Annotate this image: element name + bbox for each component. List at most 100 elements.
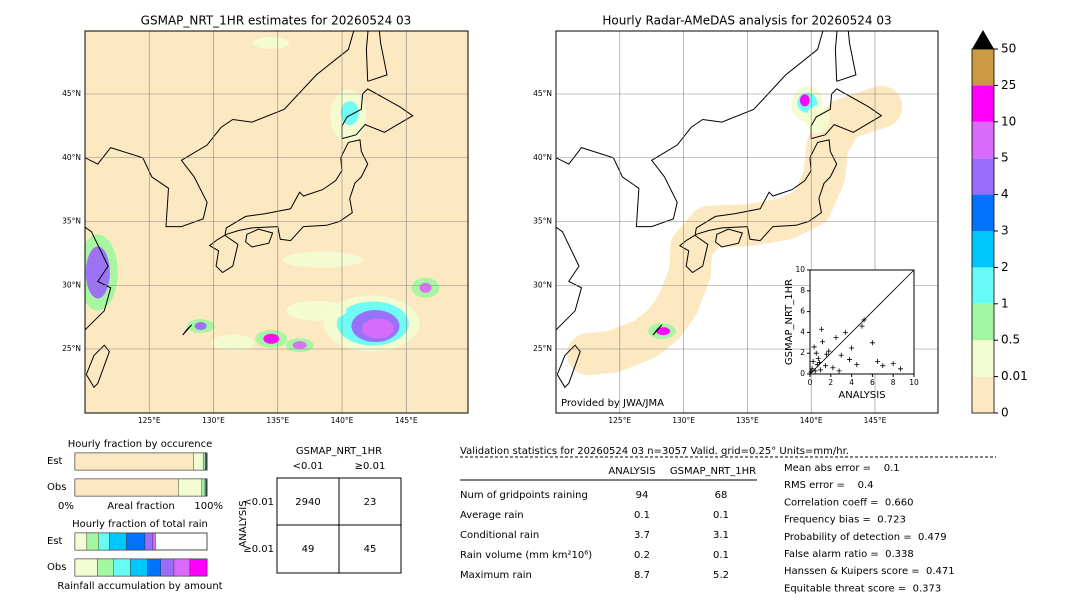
colorbar-label: 4 <box>1001 187 1009 201</box>
rain-area <box>805 105 830 134</box>
col-label: GSMAP_NRT_1HR <box>670 466 756 477</box>
lon-label: 135°E <box>736 416 759 425</box>
rain-area <box>419 282 432 293</box>
point <box>833 335 839 341</box>
lon-label: 125°E <box>608 416 631 425</box>
point <box>819 339 825 345</box>
row-label: <0.01 <box>243 497 274 508</box>
point <box>836 368 842 374</box>
coastline <box>341 88 414 140</box>
point <box>849 345 855 351</box>
table-title: GSMAP_NRT_1HR <box>296 446 382 457</box>
point <box>817 367 823 373</box>
colorbar-bin <box>972 49 994 86</box>
bar-segment <box>178 478 203 497</box>
point <box>875 359 881 365</box>
score: RMS error = 0.4 <box>784 480 874 491</box>
y-tick-label: 6 <box>800 307 805 316</box>
lat-label: 45°N <box>533 89 552 98</box>
row-label: Est <box>47 536 63 547</box>
score: Mean abs error = 0.1 <box>784 463 900 474</box>
bar-segment <box>109 532 127 551</box>
point <box>823 363 829 369</box>
point <box>838 352 844 358</box>
stat-name: Maximum rain <box>460 570 532 581</box>
bar-segment <box>74 532 88 551</box>
bar-segment <box>130 558 148 577</box>
rain-area <box>361 318 394 339</box>
colorbar-label: 3 <box>1001 224 1009 238</box>
col-label: ANALYSIS <box>608 466 655 477</box>
bar-segment <box>126 532 146 551</box>
rain-area <box>263 333 280 344</box>
colorbar-label: 5 <box>1001 151 1009 165</box>
bar-segment <box>113 558 131 577</box>
rain-area <box>85 246 110 299</box>
coastline <box>836 31 857 82</box>
point <box>808 369 814 375</box>
stat-value: 0.1 <box>713 550 729 561</box>
bar-segment <box>144 532 154 551</box>
point <box>818 326 824 332</box>
lon-label: 145°E <box>864 416 887 425</box>
bar-segment <box>152 532 156 551</box>
y-axis-label: GSMAP_NRT_1HR <box>784 279 795 365</box>
x-axis-label: Areal fraction <box>107 501 174 512</box>
lat-label: 35°N <box>62 217 81 226</box>
colorbar-bin <box>972 340 994 377</box>
colorbar-over <box>972 30 994 49</box>
rain-area <box>656 327 671 336</box>
point <box>826 348 832 354</box>
coastline <box>810 88 883 140</box>
score: False alarm ratio = 0.338 <box>784 549 914 560</box>
colorbar-bin <box>972 85 994 122</box>
colorbar-bin <box>972 158 994 195</box>
col-label: ≥0.01 <box>355 461 386 472</box>
rain-area <box>253 37 290 49</box>
colorbar-bin <box>972 303 994 341</box>
point <box>842 329 848 335</box>
lon-label: 145°E <box>395 416 418 425</box>
point <box>811 344 817 350</box>
x-tick-label: 0 <box>808 378 813 387</box>
coastline <box>556 344 581 389</box>
coastline <box>556 31 824 228</box>
colorbar-bin <box>972 376 994 413</box>
score: Probability of detection = 0.479 <box>784 532 947 543</box>
bar-segment <box>97 558 114 577</box>
stats-title: Validation statistics for 20260524 03 n=… <box>460 446 849 457</box>
colorbar-bin <box>972 194 994 231</box>
bar-segment <box>98 532 110 551</box>
lat-label: 25°N <box>62 344 81 353</box>
lat-label: 30°N <box>533 280 552 289</box>
x-tick-label: 8 <box>891 378 896 387</box>
rain-area <box>340 101 359 126</box>
point <box>830 365 836 371</box>
stat-value: 0.2 <box>634 550 650 561</box>
bar-segment <box>193 452 204 471</box>
lat-label: 30°N <box>62 280 81 289</box>
bar-segment <box>189 558 208 577</box>
lat-label: 35°N <box>533 217 552 226</box>
colorbar-label: 0 <box>1001 406 1009 420</box>
score: Correlation coeff = 0.660 <box>784 497 914 508</box>
coastline <box>85 31 355 228</box>
point <box>854 362 860 368</box>
rain-area <box>210 334 255 351</box>
lat-label: 25°N <box>533 344 552 353</box>
x-tick-label: 6 <box>870 378 875 387</box>
score: Equitable threat score = 0.373 <box>784 583 941 594</box>
point <box>809 366 815 372</box>
bottom-panels: Hourly fraction by occurence Est Obs 0% Area… <box>47 439 996 594</box>
panel-title: Hourly fraction by occurence <box>68 439 212 450</box>
stat-value: 0.1 <box>634 510 650 521</box>
table-cell: 2940 <box>295 497 320 508</box>
stat-value: 8.7 <box>634 570 650 581</box>
table-cell: 49 <box>302 544 315 555</box>
coastline <box>85 344 110 389</box>
coastline <box>652 324 663 336</box>
point <box>859 323 865 329</box>
y-tick-label: 8 <box>800 286 805 295</box>
lon-label: 140°E <box>331 416 354 425</box>
x-axis-label: Rainfall accumulation by amount <box>57 581 222 592</box>
